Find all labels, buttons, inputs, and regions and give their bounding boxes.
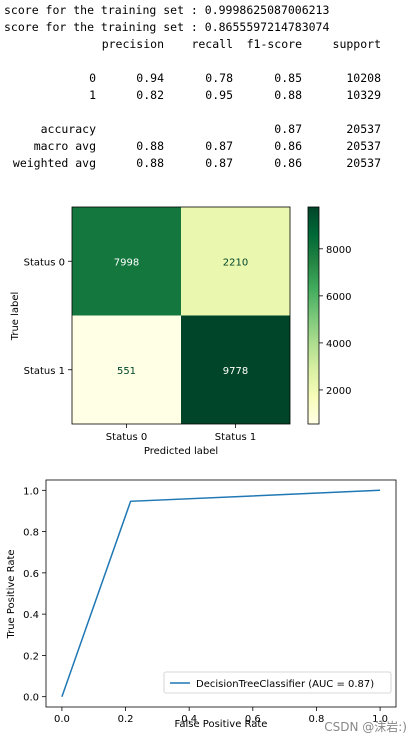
matrix-cell	[72, 315, 181, 424]
train-score-line: score for the training set : 0.999862508…	[4, 3, 330, 17]
cell-recall	[164, 121, 233, 138]
matrix-cell	[181, 315, 290, 424]
cell-precision: 0.88	[136, 139, 164, 153]
classification-report: score for the training set : 0.999862508…	[4, 2, 409, 172]
roc-x-axis-label: False Positive Rate	[175, 719, 268, 730]
matrix-ticks: Status 0 Status 1 Status 0 Status 1	[24, 257, 257, 443]
roc-curve-chart: 0.0 0.2 0.4 0.6 0.8 1.0 0.0 0.2 0.4 0.6 0.8 1.0 Fal…	[6, 479, 397, 730]
x-axis-label: Predicted label	[144, 446, 218, 457]
cell-recall: 0.95	[205, 88, 233, 102]
report-row: macro avg 0.88 0.87 0.86 20537	[4, 138, 381, 155]
report-row: weighted avg 0.88 0.87 0.86 20537	[4, 155, 381, 172]
cell-support: 10208	[346, 71, 381, 85]
colorbar-tick-label: 8000	[326, 245, 351, 256]
report-row: accuracy 0.87 20537	[4, 121, 381, 138]
cell-f1: 0.86	[274, 156, 302, 170]
matrix-cell-value: 9778	[223, 366, 248, 377]
matrix-cell-value: 2210	[223, 257, 248, 268]
header-f1: f1-score	[246, 37, 302, 51]
cell-support: 20537	[346, 122, 381, 136]
roc-x-tick-label: 1.0	[372, 714, 388, 725]
roc-curve-line	[61, 489, 381, 697]
colorbar-tick-label: 2000	[326, 386, 351, 397]
legend-entry: DecisionTreeClassifier (AUC = 0.87)	[196, 679, 374, 690]
row-label: 1	[89, 88, 96, 102]
row-label: 0	[89, 71, 96, 85]
y-axis-label: True label	[10, 292, 21, 342]
legend-box	[163, 671, 392, 694]
roc-x-tick-label: 0.6	[245, 714, 261, 725]
roc-legend: DecisionTreeClassifier (AUC = 0.87)	[163, 671, 392, 694]
cell-f1: 0.85	[274, 71, 302, 85]
cell-recall: 0.87	[205, 139, 233, 153]
matrix-cell-value: 7998	[114, 257, 139, 268]
cell-support: 20537	[346, 156, 381, 170]
x-tick-label: Status 0	[106, 432, 147, 443]
row-label: weighted avg	[12, 156, 96, 170]
colorbar-ticks: 2000 4000 6000 8000	[319, 245, 351, 397]
row-label: macro avg	[33, 139, 96, 153]
test-score-line: score for the training set : 0.865559721…	[4, 20, 330, 34]
cell-precision: 0.88	[136, 156, 164, 170]
cell-f1: 0.86	[274, 139, 302, 153]
cell-f1: 0.87	[274, 122, 302, 136]
y-tick-label: Status 0	[24, 257, 65, 268]
roc-y-tick-label: 0.0	[23, 693, 39, 704]
header-support: support	[332, 37, 381, 51]
y-tick-label: Status 1	[24, 366, 65, 377]
roc-y-tick-label: 0.2	[23, 651, 39, 662]
cell-precision: 0.94	[136, 71, 164, 85]
roc-series	[61, 489, 381, 697]
roc-x-tick-label: 0.4	[181, 714, 197, 725]
roc-ticks: 0.0 0.2 0.4 0.6 0.8 1.0 0.0 0.2 0.4 0.6 0.8 1.0	[23, 486, 388, 725]
cell-f1: 0.88	[274, 88, 302, 102]
report-header-row: precision recall f1-score support	[4, 36, 381, 53]
cell-recall: 0.87	[205, 156, 233, 170]
header-recall: recall	[191, 37, 233, 51]
report-row: 0 0.94 0.78 0.85 10208	[4, 70, 381, 87]
roc-y-tick-label: 0.4	[23, 610, 39, 621]
colorbar-tick-label: 6000	[326, 292, 351, 303]
x-tick-label: Status 1	[215, 432, 256, 443]
roc-x-tick-label: 0.8	[309, 714, 325, 725]
colorbar	[307, 206, 320, 425]
matrix-cell-value: 551	[117, 366, 136, 377]
matrix-frame	[71, 206, 291, 425]
watermark: CSDN @沫岩:)	[324, 720, 407, 734]
colorbar-tick-label: 4000	[326, 339, 351, 350]
roc-y-axis-label: True Positive Rate	[6, 549, 17, 639]
cell-recall: 0.78	[205, 71, 233, 85]
roc-y-tick-label: 0.8	[23, 528, 39, 539]
cell-support: 20537	[346, 139, 381, 153]
cell-precision	[96, 121, 164, 138]
matrix-cells: 7998 2210 551 9778	[72, 207, 290, 424]
roc-plot-area	[45, 479, 397, 708]
row-label: accuracy	[40, 122, 96, 136]
cell-support: 10329	[346, 88, 381, 102]
matrix-cell	[181, 207, 290, 316]
header-precision: precision	[101, 37, 164, 51]
roc-y-tick-label: 1.0	[23, 486, 39, 497]
roc-x-tick-label: 0.0	[54, 714, 70, 725]
matrix-cell	[72, 207, 181, 316]
roc-x-tick-label: 0.2	[118, 714, 134, 725]
roc-y-tick-label: 0.6	[23, 569, 39, 580]
report-row: 1 0.82 0.95 0.88 10329	[4, 87, 381, 104]
cell-precision: 0.82	[136, 88, 164, 102]
report-table: precision recall f1-score support 0 0.94…	[4, 36, 381, 172]
